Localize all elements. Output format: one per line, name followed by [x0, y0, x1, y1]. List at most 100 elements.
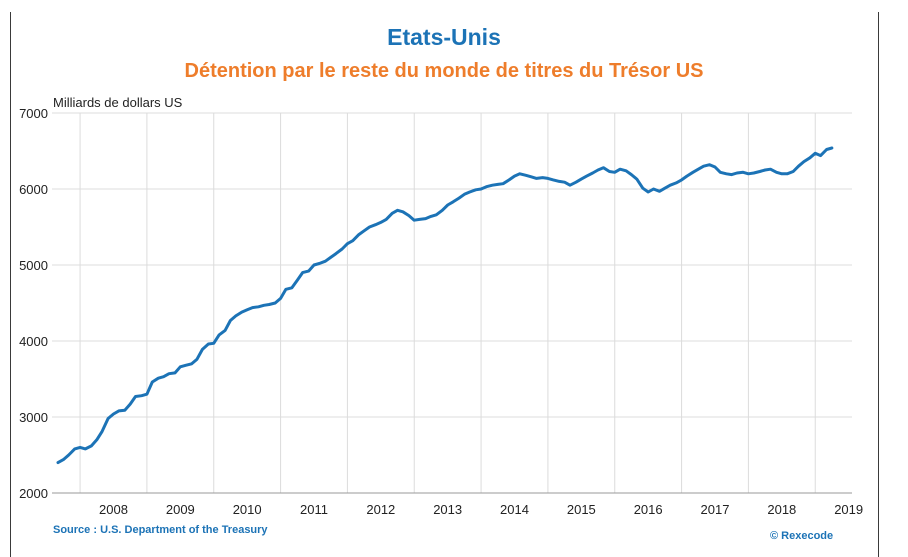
data-point [263, 304, 265, 307]
data-point [179, 366, 182, 368]
y-tick-label: 6000 [19, 182, 48, 197]
data-point [162, 375, 165, 378]
data-point [224, 329, 226, 332]
data-point [630, 173, 633, 176]
data-point [157, 377, 160, 380]
data-point [90, 445, 93, 447]
data-point [368, 226, 371, 228]
data-point [809, 157, 811, 159]
data-point [62, 458, 65, 461]
data-point [84, 448, 87, 450]
data-point [291, 287, 293, 289]
data-point [613, 171, 616, 174]
x-axis-ticks: 2008 2009 2010 2011 2012 2013 2014 2015 2016 2017… [99, 502, 863, 517]
data-point [497, 183, 499, 186]
data-point [725, 173, 728, 175]
data-point [575, 181, 577, 183]
data-point [519, 173, 521, 175]
x-tick-label: 2008 [99, 502, 128, 517]
data-point [825, 148, 828, 151]
data-point [769, 168, 772, 170]
data-point [819, 154, 822, 157]
data-point [730, 173, 733, 176]
data-point [541, 176, 544, 179]
data-point [569, 184, 571, 186]
data-point [151, 381, 154, 383]
data-point [446, 204, 449, 206]
data-point [585, 175, 588, 177]
horizontal-gridlines [52, 112, 852, 418]
data-point [547, 177, 549, 180]
data-point [535, 177, 538, 180]
data-point [525, 174, 527, 177]
data-point [430, 215, 432, 218]
data-point [190, 363, 193, 365]
data-point [647, 191, 649, 193]
data-point [418, 218, 421, 221]
data-point [385, 218, 388, 221]
data-point [168, 372, 170, 375]
data-point [697, 168, 700, 170]
data-point [413, 219, 416, 221]
data-point [79, 446, 81, 449]
x-tick-label: 2014 [500, 502, 529, 517]
data-point [301, 271, 304, 274]
chart-main-title: Etats-Unis [387, 24, 501, 50]
data-point [346, 242, 349, 245]
data-point [329, 256, 332, 259]
x-tick-label: 2018 [767, 502, 796, 517]
data-point [374, 223, 377, 226]
data-point [458, 197, 460, 199]
data-point [485, 185, 488, 188]
data-point [591, 172, 594, 174]
data-point [714, 166, 716, 168]
data-point [797, 165, 800, 167]
chart-subtitle: Détention par le reste du monde de titre… [184, 60, 704, 82]
data-point [363, 230, 365, 232]
data-point [480, 188, 482, 190]
vertical-gridlines [79, 113, 816, 493]
data-point [129, 403, 131, 405]
frame-right-border [878, 12, 879, 557]
data-point [686, 175, 688, 177]
data-point [474, 189, 477, 191]
data-point [652, 188, 655, 190]
data-point [196, 358, 198, 361]
x-tick-label: 2019 [834, 502, 863, 517]
data-point [107, 417, 109, 420]
data-point [246, 309, 248, 311]
data-point [140, 394, 143, 397]
data-point [708, 163, 711, 166]
y-tick-label: 5000 [19, 258, 48, 273]
data-point [402, 211, 404, 213]
data-series [56, 146, 834, 465]
data-point [552, 179, 555, 181]
data-point [391, 212, 394, 215]
data-point [285, 288, 287, 291]
x-tick-label: 2016 [634, 502, 663, 517]
data-point [675, 182, 677, 184]
data-point [508, 179, 510, 181]
data-point [563, 181, 566, 183]
data-point [408, 214, 410, 217]
data-point [736, 172, 738, 174]
data-point [602, 166, 605, 169]
data-point [786, 173, 788, 175]
x-tick-label: 2012 [366, 502, 395, 517]
data-point [324, 260, 327, 263]
data-point [658, 190, 661, 193]
data-point [803, 160, 805, 163]
data-point [636, 178, 638, 180]
data-point [814, 152, 816, 155]
data-point [831, 147, 833, 149]
data-point [792, 170, 794, 173]
x-tick-label: 2009 [166, 502, 195, 517]
data-point [669, 184, 671, 186]
data-point [530, 176, 532, 178]
y-tick-label: 3000 [19, 410, 48, 425]
data-point [146, 393, 148, 396]
source-note: Source : U.S. Department of the Treasury [53, 524, 268, 536]
data-point [268, 303, 271, 306]
data-point [742, 171, 744, 174]
